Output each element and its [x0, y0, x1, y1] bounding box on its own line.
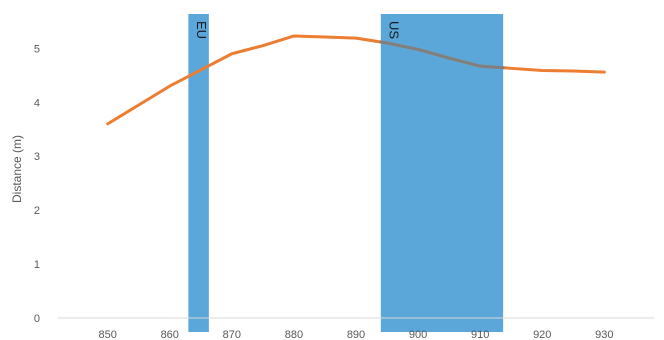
y-tick-label: 0: [34, 313, 40, 325]
x-tick-label: 890: [347, 329, 365, 340]
frequency-bands: [188, 14, 504, 332]
y-axis-title: Distance (m): [10, 135, 24, 203]
x-tick-label: 920: [533, 329, 551, 340]
series-line: [106, 34, 606, 126]
band-label-eu: EU: [194, 21, 209, 39]
x-tick-label: 910: [471, 329, 489, 340]
x-tick-label: 930: [595, 329, 613, 340]
distance-line: [106, 34, 606, 126]
y-axis-tick-labels: 0 1 2 3 4 5: [34, 43, 40, 325]
x-tick-label: 850: [98, 329, 116, 340]
band-labels: EU US: [194, 21, 401, 39]
x-tick-label: 900: [409, 329, 427, 340]
y-tick-label: 2: [34, 205, 40, 217]
x-tick-label: 870: [223, 329, 241, 340]
series-line-overlap: [379, 40, 505, 70]
y-tick-label: 3: [34, 151, 40, 163]
y-tick-label: 1: [34, 259, 40, 271]
x-axis-tick-labels: 850 860 870 880 890 900 910 920 930: [98, 329, 613, 340]
y-tick-label: 4: [34, 97, 40, 109]
y-tick-label: 5: [34, 43, 40, 55]
band-us: [380, 14, 504, 332]
band-eu: [188, 14, 209, 332]
x-tick-label: 880: [285, 329, 303, 340]
band-label-us: US: [386, 21, 401, 39]
x-tick-label: 860: [161, 329, 179, 340]
